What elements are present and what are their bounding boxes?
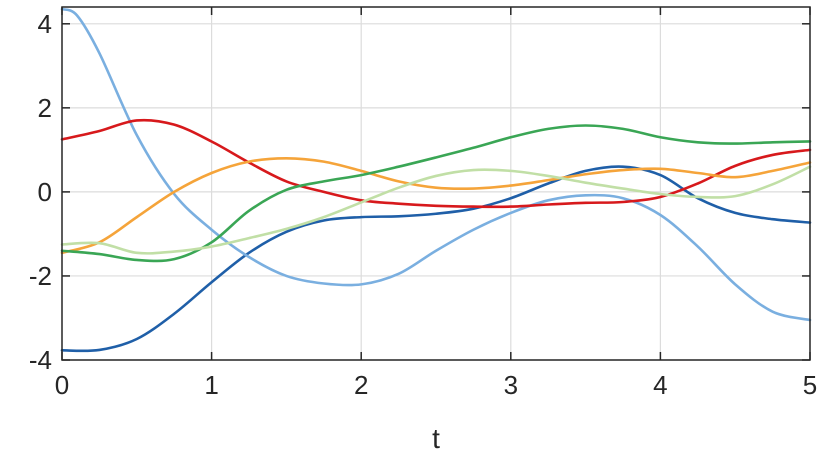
x-tick-label: 5 — [803, 370, 817, 400]
x-tick-labels: 0 1 2 3 4 5 — [55, 370, 817, 400]
series-line-2 — [60, 7, 812, 322]
series-line-6 — [60, 165, 812, 255]
series-line-5 — [60, 124, 812, 263]
x-tick-label: 4 — [653, 370, 667, 400]
x-axis-label: t — [432, 423, 440, 454]
plot-frame — [61, 6, 811, 361]
x-tick-label: 3 — [504, 370, 518, 400]
series-line-1 — [60, 165, 812, 353]
y-tick-labels: -4 -2 0 2 4 — [29, 9, 52, 375]
series-line-3 — [60, 118, 812, 209]
y-tick-label: -4 — [29, 345, 52, 375]
series-line-4 — [60, 156, 812, 255]
y-tick-label: 4 — [38, 9, 52, 39]
x-tick-label: 2 — [354, 370, 368, 400]
axis-ticks — [61, 7, 811, 361]
y-tick-label: 0 — [38, 177, 52, 207]
series-lines — [60, 7, 812, 353]
y-tick-label: -2 — [29, 261, 52, 291]
x-tick-label: 0 — [55, 370, 69, 400]
y-tick-label: 2 — [38, 93, 52, 123]
x-tick-label: 1 — [204, 370, 218, 400]
